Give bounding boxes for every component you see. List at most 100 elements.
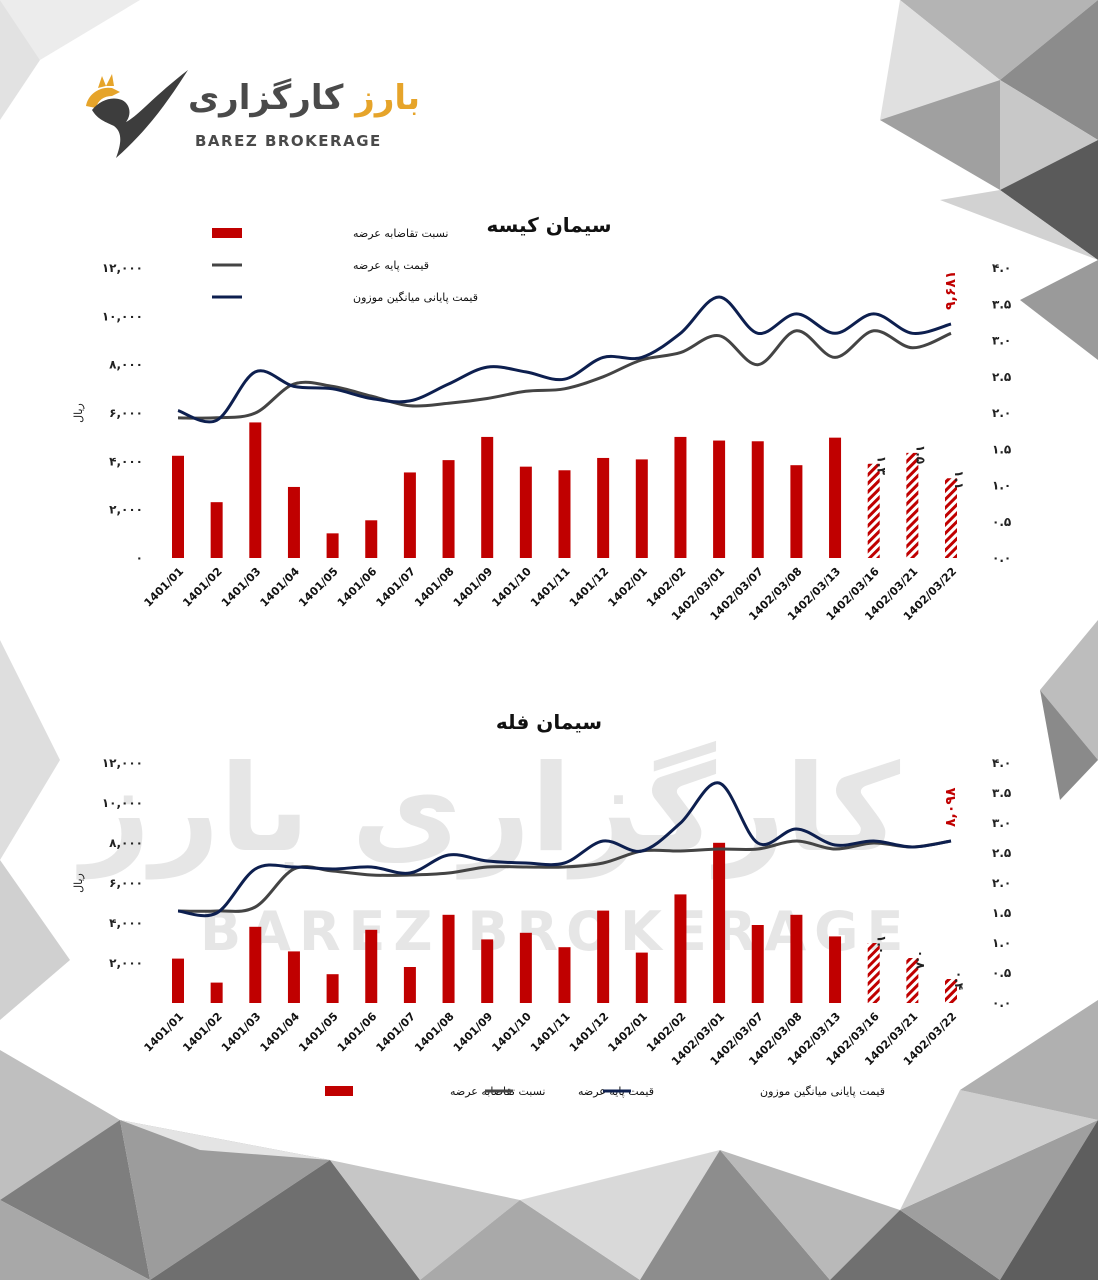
bar: [558, 947, 571, 1003]
y2-tick-label: ۳.۵: [992, 297, 1011, 311]
background-polygon: [1000, 80, 1098, 190]
bar: [635, 459, 648, 558]
bar: [597, 457, 610, 558]
bar: [249, 422, 262, 558]
bar-data-label: ۱.۵: [913, 445, 927, 464]
bar: [674, 436, 687, 558]
y2-tick-label: ۴.۰: [992, 756, 1011, 770]
background-polygon: [120, 1120, 330, 1280]
legend-label: قیمت پایه عرضه: [353, 259, 429, 272]
bar: [442, 460, 455, 558]
background-polygon: [900, 0, 1098, 80]
background-polygon: [1020, 260, 1098, 360]
y2-tick-label: ۰.۰: [992, 996, 1011, 1010]
background-polygon: [0, 0, 140, 60]
background-polygon: [420, 1200, 640, 1280]
y2-tick-label: ۳.۰: [992, 816, 1011, 830]
background-polygon: [1000, 1120, 1098, 1280]
bar: [906, 958, 919, 1003]
brand-name-fa-accent: بارز: [355, 78, 420, 118]
bar: [945, 478, 957, 558]
x-tick-label: 1402/01: [605, 1010, 650, 1055]
background-polygon: [0, 860, 70, 1020]
legend-label: قیمت پایانی میانگین موزون: [760, 1085, 885, 1098]
bar: [365, 520, 378, 558]
x-tick-label: 1401/09: [451, 1010, 496, 1055]
avg-price-line: [177, 781, 952, 918]
chart-bagged-cement: سیمان کیسه ۱۲,۰۰۰ ۱۰,۰۰۰ ۸,۰۰۰ ۶,۰۰۰ ۴,۰۰۰ ۲,…: [72, 213, 1011, 623]
y-tick-label: ۸,۰۰۰: [109, 358, 143, 372]
background-polygon: [960, 1000, 1098, 1120]
bar: [945, 979, 957, 1003]
y2-tick-label: ۴.۰: [992, 261, 1011, 275]
y-tick-label: ۱۲,۰۰۰: [102, 261, 143, 275]
y2-tick-label: ۱.۰: [992, 479, 1011, 493]
bar: [326, 974, 339, 1003]
background-polygon: [1000, 0, 1098, 140]
bar: [751, 925, 764, 1003]
y2-tick-label: ۲.۵: [992, 370, 1011, 384]
bar-data-label: ۱.۳: [875, 456, 889, 476]
y2-tick-label: ۲.۰: [992, 876, 1011, 890]
x-tick-label: 1401/08: [412, 1010, 457, 1055]
y2-tick-label: ۲.۵: [992, 846, 1011, 860]
bar: [326, 533, 339, 558]
background-polygon: [1000, 140, 1098, 260]
y2-tick-label: ۰.۰: [992, 551, 1011, 565]
bar: [790, 465, 803, 558]
background-polygon: [120, 1120, 330, 1160]
background-polygon: [900, 1120, 1098, 1280]
bar: [635, 952, 648, 1003]
bar: [906, 452, 919, 558]
background-polygon: [1040, 690, 1098, 800]
x-tick-label: 1401/01: [142, 1010, 187, 1055]
chart-svg-bagged: ۱۲,۰۰۰ ۱۰,۰۰۰ ۸,۰۰۰ ۶,۰۰۰ ۴,۰۰۰ ۲,۰۰۰ ۰ ۴.۰ ۳.۵ ۳…: [72, 227, 1011, 623]
x-tick-label: 1401/12: [567, 1010, 612, 1055]
bar-data-label: ۰.۴: [952, 971, 966, 990]
x-tick-label: 1401/10: [489, 1010, 534, 1055]
bar: [751, 441, 764, 558]
y-tick-label: ۲,۰۰۰: [109, 503, 143, 517]
y2-tick-label: ۳.۵: [992, 786, 1011, 800]
bar: [210, 982, 223, 1003]
price-data-label: ۹,۶۸۱: [943, 271, 959, 311]
bar-data-label: ۱.۰: [875, 935, 889, 954]
y2-tick-label: ۱.۰: [992, 936, 1011, 950]
brand-name-fa: بارز کارگزاری: [188, 78, 420, 118]
y-tick-label: ۴,۰۰۰: [109, 916, 143, 930]
brand-logo: بارز کارگزاری BAREZ BROKERAGE: [78, 66, 419, 166]
background-polygon: [940, 190, 1098, 260]
bar: [597, 910, 610, 1003]
legend-label: نسبت تقاضابه عرضه: [353, 227, 449, 240]
y-tick-label: ۸,۰۰۰: [109, 836, 143, 850]
x-tick-label: 1401/04: [258, 1010, 303, 1055]
y2-tick-label: ۰.۵: [992, 966, 1011, 980]
x-tick-label: 1401/06: [335, 1010, 380, 1055]
bar: [442, 914, 455, 1003]
y2-tick-label: ۱.۵: [992, 906, 1011, 920]
bar: [287, 486, 300, 558]
background-polygon: [720, 1150, 900, 1280]
bar: [829, 437, 842, 558]
bar-data-label: ۰.۸: [913, 950, 927, 970]
bar: [790, 914, 803, 1003]
background-polygon: [330, 1160, 520, 1280]
avg-price-line: [177, 295, 952, 424]
bar: [481, 939, 494, 1003]
y-tick-label: ۴,۰۰۰: [109, 454, 143, 468]
bar: [403, 472, 416, 558]
background-polygon: [900, 1090, 1098, 1210]
bar: [519, 466, 532, 558]
legend-label: قیمت پایانی میانگین موزون: [353, 291, 478, 304]
x-tick-label: 1401/07: [374, 1010, 419, 1055]
chart-bulk-cement: سیمان فله ۱۲,۰۰۰ ۱۰,۰۰۰ ۸,۰۰۰ ۶,۰۰۰ ۴,۰۰۰ ۲,۰…: [72, 710, 1011, 1098]
x-tick-label: 1401/03: [219, 1010, 264, 1055]
background-polygon: [0, 1120, 150, 1280]
bar-data-label: ۱.۱: [952, 470, 966, 489]
x-tick-label: 1401/11: [528, 1010, 573, 1055]
bar: [674, 894, 687, 1003]
background-polygon: [0, 1050, 120, 1200]
bar: [558, 470, 571, 558]
chart-svg-bulk: ۱۲,۰۰۰ ۱۰,۰۰۰ ۸,۰۰۰ ۶,۰۰۰ ۴,۰۰۰ ۲,۰۰۰ ۴.۰ ۳.۵ ۳.…: [72, 756, 1011, 1098]
